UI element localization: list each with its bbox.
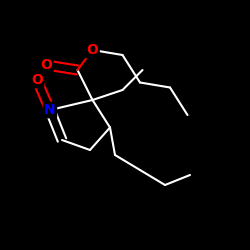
Text: O: O — [86, 43, 99, 57]
Text: O: O — [31, 73, 43, 87]
Text: N: N — [44, 103, 56, 117]
Text: O: O — [40, 58, 52, 72]
